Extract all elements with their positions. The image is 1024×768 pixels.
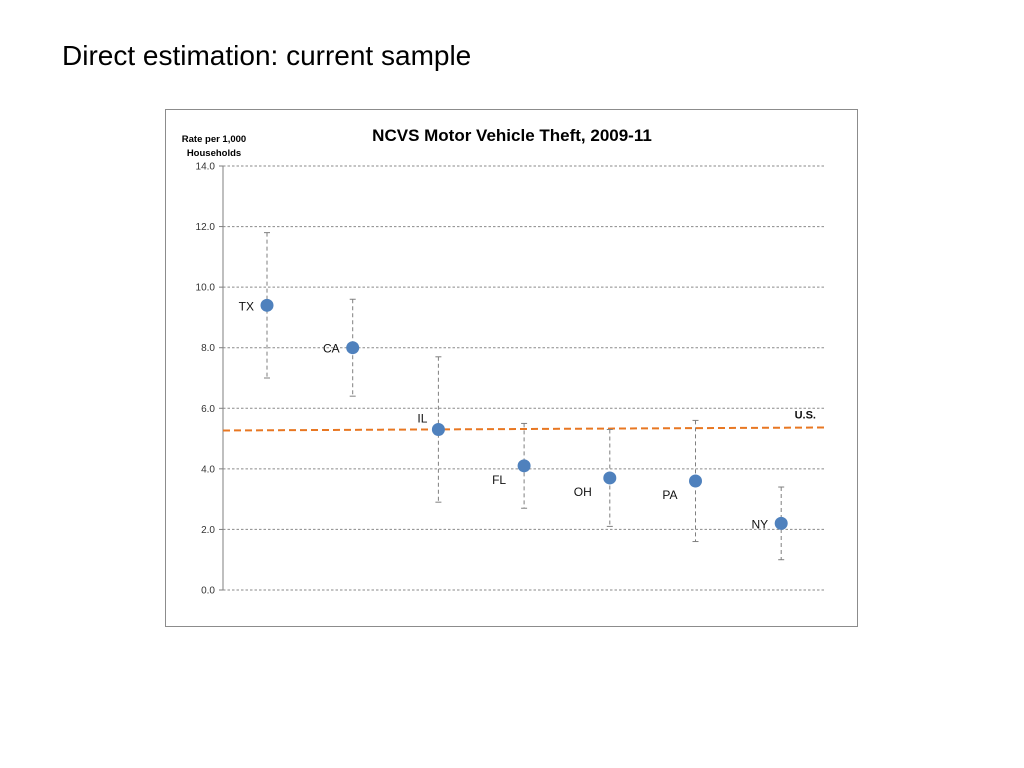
us-reference-line: [222, 426, 827, 432]
data-point: [346, 341, 360, 355]
data-point: [517, 459, 531, 473]
y-tick-label: 14.0: [196, 162, 216, 173]
y-tick-label: 10.0: [196, 283, 216, 294]
y-tick-label: 4.0: [201, 464, 215, 475]
point-label: PA: [662, 488, 677, 502]
point-label: FL: [492, 473, 506, 487]
data-point: [260, 298, 274, 312]
y-axis-label-line-2: Households: [187, 148, 241, 159]
data-point: [689, 474, 702, 488]
point-label: TX: [239, 299, 254, 313]
point-label: CA: [323, 342, 340, 356]
y-tick-label: 0.0: [201, 586, 215, 597]
grid-layer: 0.0 2.0 4.0 6.0 8.0 10.0 12.0 14.0: [196, 162, 826, 597]
us-reference-label: U.S.: [795, 409, 816, 421]
slide-title: Direct estimation: current sample: [62, 40, 472, 71]
error-bar-layer: [264, 232, 785, 561]
point-label: NY: [752, 517, 769, 531]
y-tick-label: 6.0: [201, 404, 215, 415]
data-point: [431, 422, 445, 436]
y-axis-label-line-1: Rate per 1,000: [182, 134, 246, 145]
reference-layer: U.S.: [222, 409, 827, 432]
chart-svg: NCVS Motor Vehicle Theft, 2009-11 Rate p…: [182, 126, 827, 597]
data-point: [603, 471, 617, 485]
chart-title: NCVS Motor Vehicle Theft, 2009-11: [372, 126, 652, 145]
data-point: [774, 516, 788, 530]
point-label: IL: [417, 411, 427, 425]
y-tick-label: 12.0: [196, 222, 216, 233]
chart-frame: NCVS Motor Vehicle Theft, 2009-11 Rate p…: [165, 109, 858, 627]
point-label: OH: [574, 485, 592, 499]
point-layer: TX CA IL FL OH PA NY: [239, 298, 788, 531]
y-tick-label: 2.0: [201, 525, 215, 536]
y-tick-label: 8.0: [201, 343, 215, 354]
